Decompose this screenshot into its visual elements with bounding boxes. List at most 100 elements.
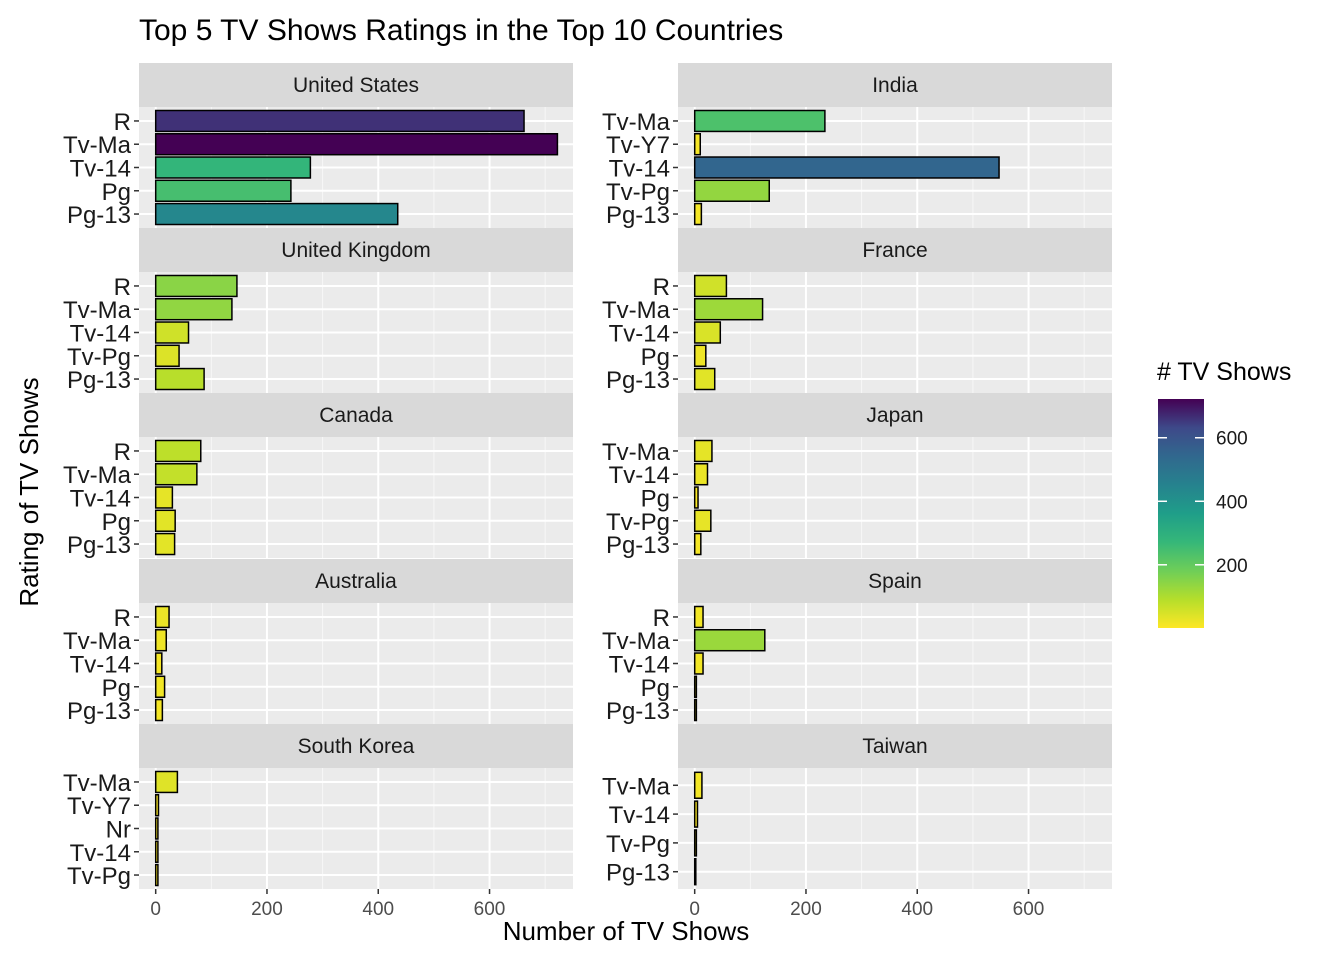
bar bbox=[154, 770, 179, 794]
bar bbox=[693, 179, 771, 202]
y-tick-label: Tv-Ma bbox=[63, 297, 132, 324]
y-tick-label: Tv-Ma bbox=[602, 439, 671, 466]
y-tick-label: Tv-14 bbox=[609, 652, 670, 679]
bar bbox=[154, 109, 525, 133]
bar bbox=[154, 202, 399, 226]
y-tick-label: Tv-Y7 bbox=[67, 793, 131, 820]
bar bbox=[693, 652, 704, 675]
y-tick-label: R bbox=[114, 439, 131, 466]
facet-label: Spain bbox=[868, 570, 922, 593]
bar bbox=[154, 817, 159, 840]
bar bbox=[154, 439, 202, 463]
y-tick-label: Tv-Pg bbox=[67, 344, 131, 371]
bar bbox=[154, 179, 292, 202]
facet-label: United Kingdom bbox=[281, 239, 430, 262]
bar bbox=[693, 133, 702, 156]
y-tick-label: Pg-13 bbox=[606, 860, 670, 887]
bar bbox=[693, 858, 697, 886]
bar bbox=[693, 156, 1000, 179]
bar bbox=[154, 840, 159, 863]
bar bbox=[693, 698, 698, 722]
facet-strip bbox=[139, 393, 573, 437]
bar bbox=[154, 605, 170, 629]
bar bbox=[154, 629, 168, 652]
bar bbox=[693, 509, 712, 532]
bar bbox=[154, 156, 312, 179]
y-tick-label: Tv-Ma bbox=[63, 132, 132, 159]
facet-label: South Korea bbox=[298, 735, 415, 758]
facet-strip bbox=[678, 724, 1112, 768]
y-tick-label: Pg bbox=[102, 179, 131, 206]
y-tick-label: Tv-Pg bbox=[606, 509, 670, 536]
y-tick-label: R bbox=[653, 605, 670, 632]
y-tick-label: Pg-13 bbox=[606, 367, 670, 394]
y-tick-label: Tv-Pg bbox=[606, 179, 670, 206]
bar bbox=[693, 298, 764, 321]
y-tick-label: Tv-Ma bbox=[602, 628, 671, 655]
legend-tick-label: 600 bbox=[1216, 429, 1248, 450]
y-tick-label: Pg bbox=[641, 486, 670, 513]
y-tick-label: Pg-13 bbox=[606, 532, 670, 559]
facet-label: India bbox=[872, 74, 918, 97]
x-tick-label: 400 bbox=[362, 899, 394, 920]
facet-strip bbox=[139, 724, 573, 768]
facet-strip bbox=[139, 228, 573, 272]
legend-tick-label: 200 bbox=[1216, 556, 1248, 577]
facet-label: Australia bbox=[315, 570, 397, 593]
y-tick-label: Pg-13 bbox=[606, 698, 670, 725]
bar bbox=[154, 133, 559, 156]
x-tick-label: 0 bbox=[150, 899, 161, 920]
bar bbox=[693, 532, 702, 556]
y-tick-label: R bbox=[114, 109, 131, 136]
y-tick-label: Tv-14 bbox=[70, 486, 131, 513]
x-tick-label: 600 bbox=[1013, 899, 1045, 920]
bar bbox=[693, 367, 716, 391]
y-tick-label: Tv-Ma bbox=[602, 773, 671, 800]
bar bbox=[693, 344, 707, 367]
y-tick-label: Tv-Ma bbox=[63, 462, 132, 489]
x-tick-label: 0 bbox=[689, 899, 700, 920]
bar bbox=[154, 532, 176, 556]
facet-label: France bbox=[862, 239, 927, 262]
bar bbox=[693, 629, 766, 652]
y-axis-title: Rating of TV Shows bbox=[14, 377, 44, 606]
y-tick-label: Tv-Ma bbox=[63, 628, 132, 655]
x-tick-label: 200 bbox=[251, 899, 283, 920]
bar bbox=[154, 698, 164, 722]
bar bbox=[154, 298, 233, 321]
legend-ticks: 200 400 600 bbox=[1158, 429, 1248, 577]
y-tick-label: Tv-Ma bbox=[63, 770, 132, 797]
y-tick-label: Tv-14 bbox=[609, 802, 670, 829]
bar bbox=[154, 652, 163, 675]
y-tick-label: Nr bbox=[106, 817, 131, 844]
facet-strip bbox=[678, 393, 1112, 437]
facet-strip bbox=[139, 63, 573, 107]
bar bbox=[154, 863, 159, 887]
y-tick-label: Tv-14 bbox=[70, 652, 131, 679]
bar bbox=[693, 274, 728, 298]
y-tick-label: Pg-13 bbox=[67, 532, 131, 559]
x-axis-title: Number of TV Shows bbox=[503, 916, 750, 946]
legend-tick-label: 400 bbox=[1216, 492, 1248, 513]
facet-strip bbox=[678, 559, 1112, 603]
facet-strip bbox=[139, 559, 573, 603]
facet-label: Canada bbox=[319, 404, 393, 427]
bar bbox=[693, 439, 713, 463]
y-tick-label: Tv-14 bbox=[70, 840, 131, 867]
facet-label: Japan bbox=[866, 404, 923, 427]
bar bbox=[693, 771, 703, 799]
bar bbox=[693, 829, 698, 857]
y-tick-label: Tv-14 bbox=[70, 321, 131, 348]
bar bbox=[154, 509, 176, 532]
x-tick-label: 400 bbox=[901, 899, 933, 920]
y-tick-label: Tv-Y7 bbox=[606, 132, 670, 159]
